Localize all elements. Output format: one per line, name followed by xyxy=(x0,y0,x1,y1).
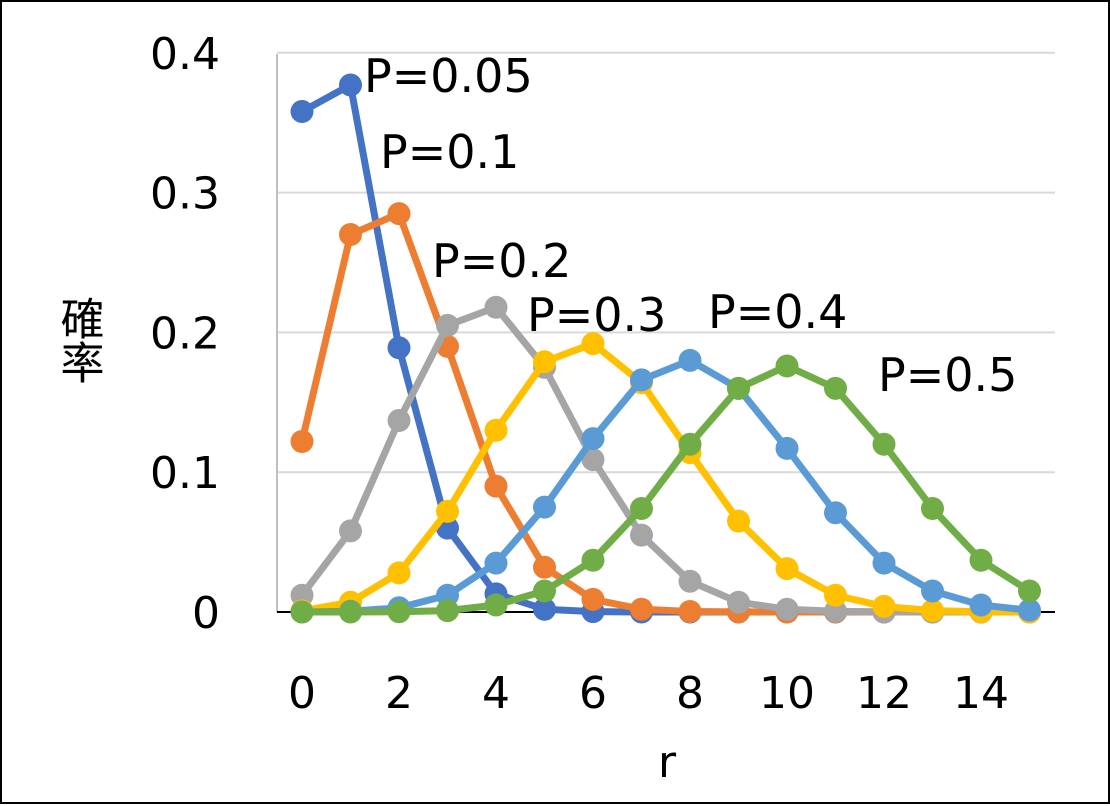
y-tick-label: 0.3 xyxy=(150,169,220,220)
data-point xyxy=(436,313,459,337)
x-tick-label: 0 xyxy=(288,668,316,719)
data-point xyxy=(678,348,702,372)
data-point xyxy=(824,501,847,525)
data-point xyxy=(533,597,556,621)
data-point xyxy=(775,597,799,621)
data-point xyxy=(533,350,556,374)
data-point xyxy=(630,597,653,621)
x-tick-label: 8 xyxy=(676,668,704,719)
data-point xyxy=(1018,579,1041,603)
data-point xyxy=(824,583,847,607)
series-line xyxy=(298,362,1033,616)
data-point xyxy=(921,497,944,521)
y-tick-label: 0.1 xyxy=(150,448,220,499)
x-tick-label: 10 xyxy=(759,668,815,719)
data-point xyxy=(630,523,653,547)
y-tick-label: 0.2 xyxy=(150,308,220,359)
data-point xyxy=(387,600,411,624)
series-label: P=0.5 xyxy=(878,348,1017,402)
x-axis-title: r xyxy=(658,737,677,788)
data-point xyxy=(872,594,896,618)
y-tick-label: 0 xyxy=(192,588,220,639)
data-point xyxy=(436,499,459,523)
data-point xyxy=(581,448,605,472)
series-line xyxy=(298,340,1033,616)
data-point xyxy=(436,599,459,623)
data-point xyxy=(484,295,508,319)
x-tick-label: 12 xyxy=(856,668,912,719)
data-point xyxy=(581,332,605,356)
series-P-0-5 xyxy=(290,354,1041,624)
data-point xyxy=(339,73,362,97)
data-point xyxy=(678,432,702,456)
data-point xyxy=(290,429,314,453)
y-tick-label: 0.4 xyxy=(150,29,220,80)
data-point xyxy=(533,495,556,519)
data-point xyxy=(727,376,750,400)
data-point xyxy=(775,557,799,581)
y-axis-title: 確率 xyxy=(53,296,104,384)
data-point xyxy=(387,561,411,585)
series-layer xyxy=(290,73,1041,624)
data-point xyxy=(872,551,896,575)
data-point xyxy=(630,497,653,521)
series-label: P=0.4 xyxy=(708,285,847,339)
series-label: P=0.1 xyxy=(380,125,519,179)
data-point xyxy=(290,600,314,624)
series-label: P=0.2 xyxy=(432,234,571,288)
data-point xyxy=(581,587,605,611)
data-point xyxy=(969,548,993,572)
data-point xyxy=(387,408,411,432)
series-line xyxy=(298,356,1033,616)
series-label: P=0.3 xyxy=(527,288,666,342)
x-tick-label: 4 xyxy=(482,668,510,719)
data-point xyxy=(630,368,653,392)
data-point xyxy=(775,354,799,378)
data-point xyxy=(484,474,508,498)
data-point xyxy=(678,569,702,593)
data-point xyxy=(387,336,411,360)
data-point xyxy=(824,376,847,400)
series-label: P=0.05 xyxy=(364,49,533,103)
data-point xyxy=(581,548,605,572)
data-point xyxy=(339,600,362,624)
data-point xyxy=(727,509,750,533)
data-point xyxy=(387,202,411,226)
data-point xyxy=(727,590,750,614)
data-point xyxy=(824,599,847,623)
gridlines xyxy=(277,51,1055,474)
data-point xyxy=(581,427,605,451)
data-point xyxy=(484,593,508,617)
data-point xyxy=(775,436,799,460)
data-point xyxy=(533,555,556,579)
x-tick-labels: 0 2 4 6 8 10 12 14 xyxy=(288,668,1009,719)
data-point xyxy=(921,599,944,623)
data-point xyxy=(921,579,944,603)
series-labels: P=0.05 P=0.1 P=0.2P=0.3 P=0.4 P=0.5 xyxy=(364,49,1017,402)
x-tick-label: 14 xyxy=(953,668,1009,719)
y-tick-labels: 0 0.1 0.2 0.3 0.4 xyxy=(150,29,220,639)
data-point xyxy=(969,593,993,617)
data-point xyxy=(872,432,896,456)
data-point xyxy=(339,519,362,543)
x-tick-label: 2 xyxy=(385,668,413,719)
data-point xyxy=(290,100,314,124)
data-point xyxy=(678,599,702,623)
data-point xyxy=(1018,598,1041,622)
data-point xyxy=(484,418,508,442)
data-point xyxy=(533,579,556,603)
data-point xyxy=(484,551,508,575)
data-point xyxy=(339,223,362,247)
x-tick-label: 6 xyxy=(579,668,607,719)
